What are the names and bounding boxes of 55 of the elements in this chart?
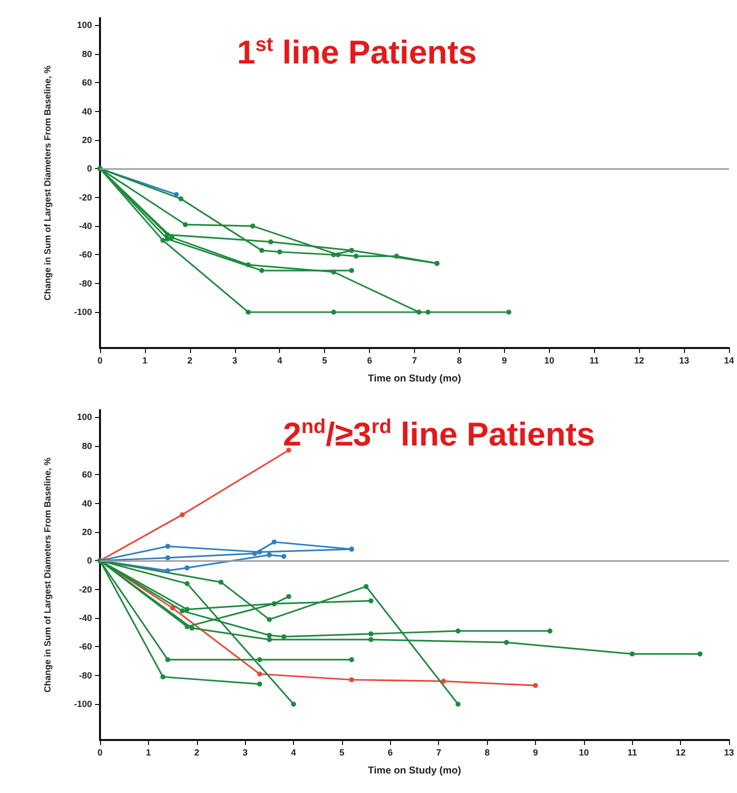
x-axis-title: Time on Study (mo) bbox=[368, 766, 462, 776]
x-tick-label: 2 bbox=[194, 748, 200, 758]
x-tick-label: 1 bbox=[142, 356, 148, 366]
x-tick-label: 0 bbox=[97, 748, 103, 758]
y-tick-label: 100 bbox=[76, 412, 92, 422]
y-axis-title: Change in Sum of Largest Diameters From Baseline, % bbox=[42, 65, 52, 301]
y-tick-label: -60 bbox=[78, 250, 92, 260]
y-tick-label: -40 bbox=[78, 221, 92, 232]
y-tick-label: 60 bbox=[82, 78, 92, 88]
x-tick-label: 11 bbox=[627, 748, 637, 758]
x-tick-label: 13 bbox=[679, 356, 690, 366]
x-tick-label: 6 bbox=[367, 356, 372, 366]
x-tick-label: 14 bbox=[724, 356, 734, 366]
y-tick-label: 0 bbox=[86, 164, 92, 174]
y-tick-label: 60 bbox=[82, 470, 92, 480]
x-tick-label: 7 bbox=[412, 356, 418, 366]
y-tick-label: 80 bbox=[82, 440, 92, 451]
x-tick-label: 9 bbox=[532, 748, 538, 758]
y-tick-label: 0 bbox=[86, 556, 92, 566]
y-tick-label: 20 bbox=[82, 526, 92, 537]
x-tick-label: 6 bbox=[388, 748, 393, 758]
x-tick-label: 12 bbox=[676, 748, 686, 758]
y-tick-label: 40 bbox=[82, 498, 92, 508]
y-tick-label: -40 bbox=[78, 613, 92, 624]
x-axis-title: Time on Study (mo) bbox=[368, 374, 462, 384]
y-tick-label: -20 bbox=[78, 584, 92, 594]
x-tick-label: 2 bbox=[187, 356, 192, 366]
x-tick-label: 9 bbox=[502, 356, 507, 366]
y-tick-label: -60 bbox=[78, 642, 92, 652]
y-tick-label: 40 bbox=[82, 106, 92, 116]
x-tick-label: 13 bbox=[724, 748, 734, 758]
y-axis-title: Change in Sum of Largest Diameters From Baseline, % bbox=[42, 457, 52, 693]
y-tick-label: -100 bbox=[74, 307, 92, 318]
x-tick-label: 8 bbox=[484, 748, 490, 758]
x-tick-label: 10 bbox=[578, 748, 589, 758]
x-tick-label: 11 bbox=[589, 356, 599, 366]
y-tick-label: 100 bbox=[76, 20, 92, 30]
y-tick-label: -100 bbox=[74, 699, 92, 710]
x-tick-label: 3 bbox=[232, 356, 238, 366]
y-tick-label: 80 bbox=[82, 48, 92, 59]
x-tick-label: 4 bbox=[277, 356, 282, 366]
x-tick-label: 12 bbox=[634, 356, 644, 366]
x-tick-label: 5 bbox=[339, 748, 344, 758]
y-tick-label: -80 bbox=[78, 670, 92, 680]
x-tick-label: 0 bbox=[97, 356, 103, 366]
y-tick-label: -80 bbox=[78, 278, 92, 288]
x-tick-label: 3 bbox=[242, 748, 248, 758]
x-tick-label: 7 bbox=[436, 748, 442, 758]
x-tick-label: 4 bbox=[291, 748, 296, 758]
x-tick-label: 8 bbox=[456, 356, 462, 366]
x-tick-label: 1 bbox=[146, 748, 151, 758]
y-tick-label: 20 bbox=[82, 134, 92, 145]
y-tick-label: -20 bbox=[78, 192, 92, 202]
x-tick-label: 5 bbox=[322, 356, 328, 366]
x-tick-label: 10 bbox=[544, 356, 554, 366]
